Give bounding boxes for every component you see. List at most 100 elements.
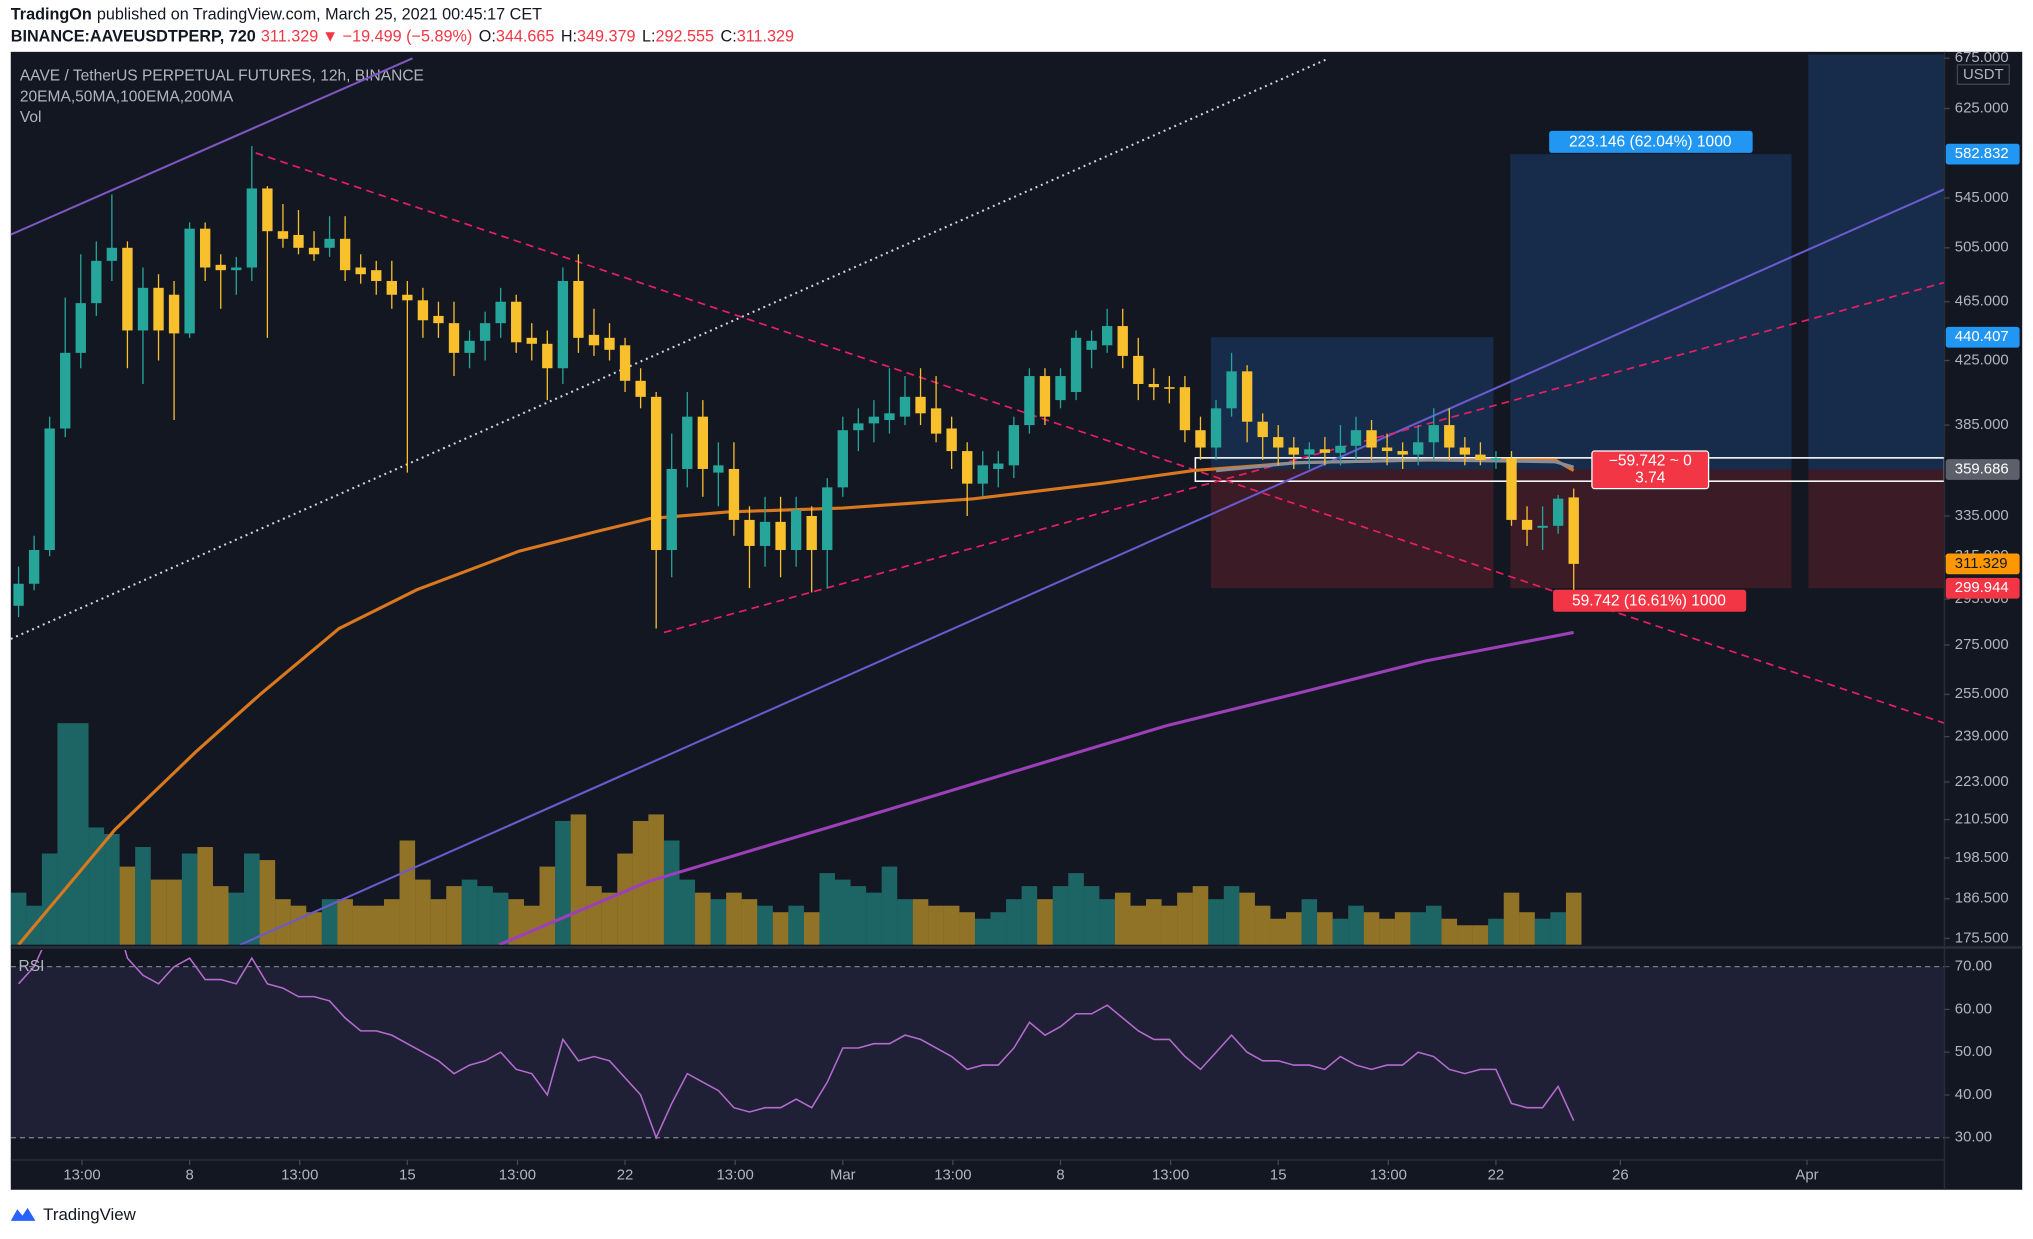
candle-body (448, 323, 460, 353)
y-tick-label: 385.000 (1955, 417, 2009, 433)
candle-body (1101, 326, 1113, 346)
volume-bar (1223, 886, 1240, 945)
moving-averages (17, 458, 1575, 945)
currency-box (1956, 64, 2010, 85)
y-tick-label: 210.500 (1955, 812, 2009, 828)
candle-body (1008, 425, 1020, 466)
y-tick-label: 239.000 (1955, 729, 2009, 745)
change: ▼ −19.499 (−5.89%) (322, 28, 472, 46)
quote-value: 311.329 (737, 28, 794, 46)
volume-bar (866, 892, 882, 945)
candle-body (1366, 430, 1377, 448)
volume-bar (928, 905, 944, 945)
quote-line: BINANCE:AAVEUSDTPERP, 720 311.329 ▼ −19.49… (11, 28, 794, 46)
candle-body (1397, 451, 1408, 455)
volume-bar (244, 853, 260, 945)
candle-body (168, 294, 180, 334)
candle-body (355, 267, 366, 275)
volume-bar (679, 879, 696, 945)
volume-bar (1114, 892, 1131, 945)
candle-body (44, 428, 55, 551)
candle-body (1537, 525, 1548, 528)
x-tick-label: 13:00 (499, 1167, 536, 1183)
ratio-label: 3.74 (1635, 469, 1666, 486)
volume-bar (974, 918, 991, 945)
candle-body (915, 396, 926, 414)
candle-body (371, 270, 382, 281)
candle-body (1304, 449, 1315, 455)
loss-zone (1510, 469, 1792, 589)
candle-body (806, 515, 817, 551)
rsi-tick-label: 30.00 (1955, 1130, 1992, 1146)
volume-bar (601, 892, 618, 945)
candle-body (993, 463, 1004, 469)
candle-body (1568, 497, 1579, 564)
candle-body (262, 188, 273, 232)
moving-average (1215, 458, 1575, 473)
y-tick-label: 625.000 (1955, 100, 2009, 116)
volume-bar (835, 879, 851, 945)
candle-body (588, 334, 600, 346)
candle-body (495, 301, 506, 324)
volume-bar (197, 847, 213, 945)
brand: TradingView (43, 1205, 136, 1224)
volume-bar (943, 905, 960, 945)
candle-body (13, 583, 24, 606)
stop-label-box (1553, 589, 1747, 612)
volume-bar (461, 879, 478, 945)
candle-body (1257, 421, 1268, 438)
candle-body (837, 430, 848, 488)
volume-bar (181, 853, 198, 945)
volume-bar (1254, 905, 1271, 945)
price-label: 299.944 (1955, 580, 2009, 596)
loss-zone (1210, 469, 1494, 589)
volume-bar (803, 912, 820, 945)
y-tick-label: 335.000 (1955, 508, 2009, 524)
quote-value: 349.379 (577, 28, 636, 46)
volume-bar (1239, 892, 1255, 945)
legend-indicators: 20EMA,50MA,100EMA,200MA (20, 88, 234, 105)
y-tick-label: 545.000 (1955, 190, 2009, 206)
candle-body (91, 260, 102, 304)
candle-body (215, 264, 226, 271)
volume-bar (1317, 912, 1333, 945)
candle-body (1164, 387, 1175, 389)
quote-key: H: (561, 28, 577, 46)
candle-body (557, 280, 569, 369)
loss-zone (1808, 469, 1945, 589)
volume-bar (1083, 886, 1100, 945)
legend-volume: Vol (20, 109, 42, 126)
volume-bar (384, 899, 400, 945)
candle-body (1210, 408, 1222, 448)
candle-body (1133, 355, 1144, 384)
candle-body (1319, 449, 1331, 453)
trend-line (10, 57, 1330, 640)
x-tick-label: 13:00 (281, 1167, 318, 1183)
volume-bar (415, 879, 431, 945)
x-tick-label: 26 (1612, 1167, 1629, 1183)
volume-bar (446, 886, 462, 945)
candle-body (153, 287, 164, 331)
candle-body (231, 267, 242, 271)
candle-body (417, 300, 429, 321)
volume-bar (1332, 918, 1349, 945)
y-tick-label: 425.000 (1955, 352, 2009, 368)
candle-body (542, 343, 553, 369)
price-label: 440.407 (1955, 329, 2009, 345)
candle-body (1475, 454, 1486, 460)
volume-pane (10, 723, 1582, 945)
volume-bar (1472, 925, 1489, 945)
volume-bar (757, 905, 773, 945)
price-label-box (1945, 143, 2020, 165)
volume-bar (663, 840, 680, 945)
x-tick-label: 15 (1270, 1167, 1287, 1183)
candle-body (1117, 326, 1128, 356)
candle-body (650, 396, 662, 551)
volume-bar (57, 723, 73, 945)
y-tick-label: 175.500 (1955, 930, 2009, 946)
volume-bar (850, 886, 867, 945)
candle-body (1288, 447, 1299, 455)
candle-body (1086, 340, 1097, 350)
profit-zone (1808, 54, 1945, 470)
y-tick-label: 465.000 (1955, 294, 2009, 310)
